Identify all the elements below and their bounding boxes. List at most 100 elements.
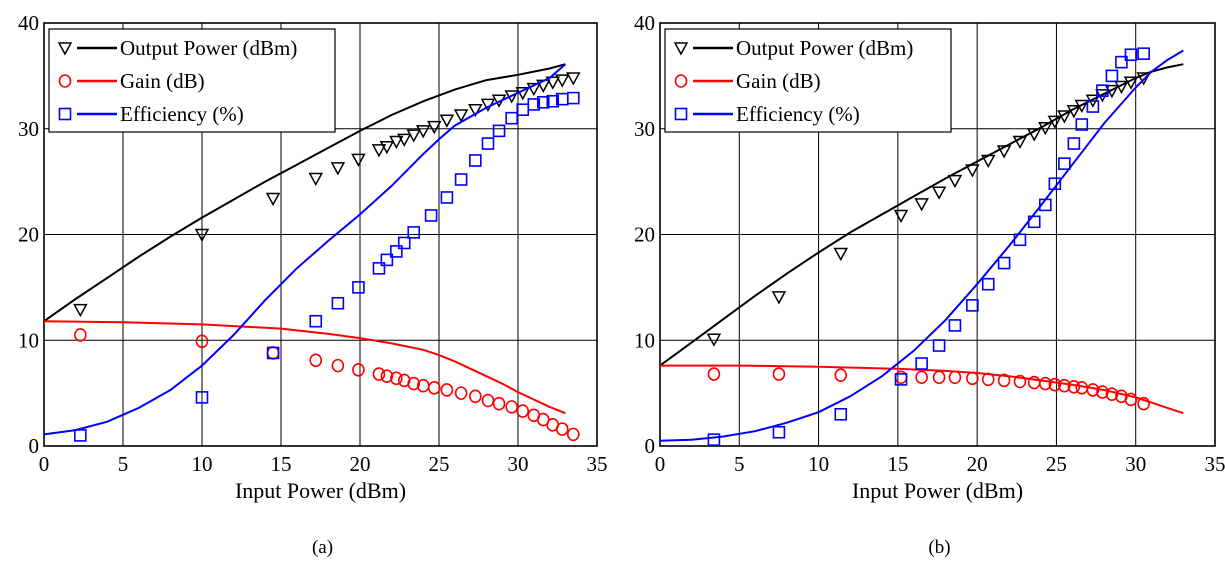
chart-b-series-output-power-marker [996, 145, 1012, 159]
chart-b-series-gain-marker [1096, 385, 1109, 399]
chart-a-series-efficiency-marker [74, 429, 87, 442]
chart-b-series-efficiency-line [659, 49, 1184, 442]
chart-a-series-efficiency-marker [546, 94, 560, 108]
chart-b-legend-output-power-marker [673, 42, 689, 56]
chart-a-x-axis-label: Input Power (dBm) [235, 478, 406, 503]
chart-a-caption: (a) [312, 537, 333, 558]
chart-b-series-gain-marker [1137, 396, 1150, 411]
chart-b-series-gain-marker [1058, 378, 1071, 393]
chart-a-x-tick-label: 15 [271, 452, 292, 476]
chart-b-x-tick-label: 30 [1125, 452, 1146, 476]
chart-b-series-efficiency-marker [1067, 137, 1081, 150]
chart-b-series-efficiency-marker [1115, 55, 1128, 69]
chart-a-x-tick-label: 5 [118, 452, 129, 476]
chart-b-series-gain-marker [966, 371, 979, 386]
chart-a-series-efficiency-marker [516, 103, 530, 117]
chart-b-legend-gain-marker [674, 74, 688, 88]
chart-panel-a: 0 5 10 15 20 25 30 35 0 10 20 30 40 Input Power (dBm)… [0, 0, 612, 561]
chart-a-series-gain-marker [516, 404, 530, 418]
chart-a-series-gain-line [43, 320, 566, 415]
chart-a-series-output-power-marker [389, 135, 404, 150]
chart-a-series-output-power-marker [194, 228, 210, 243]
chart-a-series-gain-marker [372, 367, 386, 381]
chart-b-legend-efficiency-marker [674, 107, 688, 121]
chart-a-series-gain-marker [390, 371, 403, 386]
chart-b-series-efficiency-marker [915, 357, 928, 370]
chart-b-series-gain-marker [1124, 392, 1138, 407]
chart-a-y-tick-label: 10 [18, 328, 39, 352]
chart-b-svg: 0 5 10 15 20 25 30 35 0 10 20 30 40 Input Power (dBm)… [634, 11, 1225, 558]
chart-a-series-gain-marker [481, 393, 495, 408]
chart-a-x-tick-label: 25 [429, 452, 450, 476]
chart-a-series-gain-marker [407, 376, 421, 391]
chart-a-legend-gain-marker [58, 74, 72, 88]
chart-a-series-output-power-marker [330, 162, 346, 176]
chart-a-series-efficiency-marker [309, 314, 323, 328]
chart-b-series-gain-marker [1048, 377, 1062, 392]
chart-a-series-output-power-marker [308, 172, 324, 187]
chart-a-series-output-power-marker [453, 109, 469, 123]
chart-a-series-gain-marker [266, 346, 280, 360]
chart-a-series-efficiency-marker [352, 281, 365, 294]
chart-a-series-gain-marker [427, 381, 441, 395]
chart-a-x-tick-label: 20 [350, 452, 371, 476]
chart-b-series-efficiency-marker [1013, 233, 1027, 247]
chart-a-legend-output-power-label: Output Power (dBm) [120, 36, 297, 60]
chart-a-series-efficiency-marker [492, 124, 506, 138]
chart-a-series-output-power-marker [379, 140, 395, 155]
chart-b-y-tick-label: 40 [634, 11, 655, 35]
chart-b-series-efficiency-marker [894, 373, 908, 386]
chart-b-series-efficiency-marker [1039, 198, 1052, 212]
chart-b-series-efficiency-marker [707, 433, 721, 446]
chart-b-series-output-power-marker [1057, 110, 1072, 124]
chart-a-legend-output-power-marker [57, 42, 73, 56]
chart-a-series-efficiency-marker [372, 262, 386, 275]
chart-b-series-efficiency-marker [966, 299, 979, 312]
chart-a-series-efficiency-marker [407, 226, 421, 239]
chart-b-series-gain-marker [1105, 387, 1119, 401]
chart-a-series-efficiency-marker [195, 391, 209, 404]
chart-b-series-output-power-marker [1136, 72, 1151, 86]
chart-b-series-gain-marker [932, 370, 946, 385]
chart-a-series-efficiency-marker [397, 236, 411, 250]
chart-a-series-gain-marker [74, 328, 87, 342]
chart-b-series-output-power-marker [1123, 76, 1139, 90]
chart-a-series-gain-marker [440, 383, 454, 397]
chart-a-series-efficiency-marker [424, 209, 438, 222]
chart-b-y-tick-label: 20 [634, 223, 655, 247]
chart-b-series-output-power-marker [1104, 84, 1120, 99]
chart-a-series-output-power-marker [351, 153, 366, 167]
chart-b-series-efficiency-marker [981, 277, 995, 291]
chart-b-series-efficiency-marker [1124, 48, 1138, 62]
chart-b-series-gain-marker [1013, 374, 1027, 389]
chart-a-series-output-power-marker [515, 87, 531, 101]
chart-b-series-efficiency-marker [997, 256, 1011, 270]
chart-b-series-efficiency-marker [932, 339, 946, 352]
chart-a-series-efficiency-marker [331, 296, 345, 310]
chart-b-series-output-power-marker [1026, 128, 1042, 142]
chart-a-series-output-power-marker [566, 72, 581, 86]
chart-b-series-efficiency-marker [1075, 118, 1089, 131]
chart-b-series-efficiency-marker [772, 425, 786, 439]
chart-b-x-tick-label: 0 [655, 452, 666, 476]
chart-b-series-output-power-marker [914, 198, 929, 212]
chart-a-series-efficiency-marker [481, 137, 495, 150]
chart-a-series-output-power-marker [415, 125, 431, 139]
chart-a-legend-efficiency-marker [58, 107, 72, 121]
chart-b-plot-frame [659, 22, 1216, 447]
chart-b-series-efficiency-marker [1086, 100, 1100, 113]
chart-b-x-tick-label: 15 [887, 452, 908, 476]
chart-a-series-output-power-marker [396, 133, 412, 147]
chart-b-series-output-power-marker [947, 174, 963, 189]
chart-b-series-output-power-marker [980, 154, 996, 169]
chart-b-series-output-power-marker [965, 164, 980, 178]
chart-b-x-tick-label: 10 [808, 452, 829, 476]
chart-a-y-tick-label: 0 [29, 434, 40, 458]
chart-a-series-output-power-marker [406, 129, 421, 143]
chart-b-series-gain-marker [1067, 379, 1081, 394]
chart-b-legend-output-power-label: Output Power (dBm) [736, 36, 913, 60]
chart-b-x-tick-label: 25 [1046, 452, 1067, 476]
chart-b-series-efficiency-marker [1027, 215, 1041, 229]
chart-a-series-output-power-marker [265, 192, 281, 207]
chart-a-series-output-power-marker [371, 144, 387, 158]
